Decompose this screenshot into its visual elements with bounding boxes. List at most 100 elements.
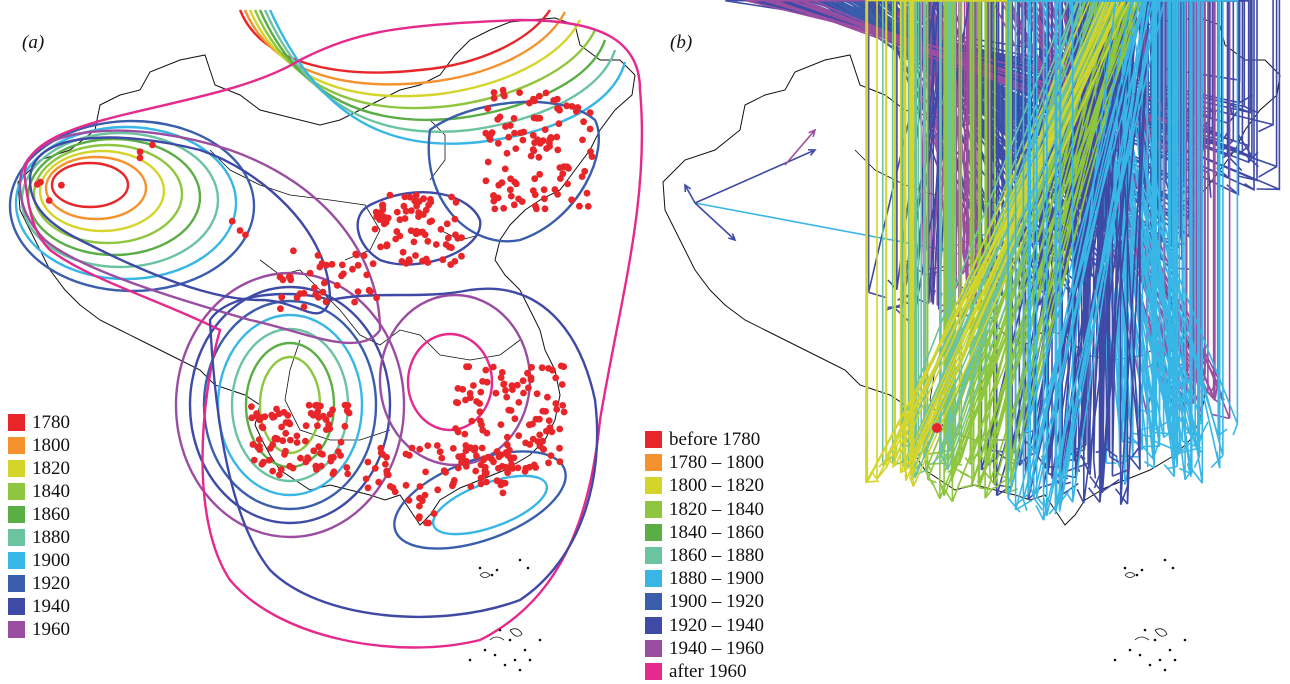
panel_b-legend-item: 1920 – 1940	[645, 614, 764, 637]
origin-marker	[932, 423, 942, 433]
occurrence-point	[136, 148, 144, 156]
occurrence-point	[580, 118, 587, 126]
island-dot	[1113, 658, 1117, 662]
occurrence-point	[412, 252, 419, 259]
occurrence-point	[399, 248, 407, 256]
occurrence-point	[467, 483, 475, 490]
occurrence-point	[424, 237, 432, 245]
occurrence-point	[503, 393, 511, 401]
occurrence-point	[552, 374, 560, 382]
occurrence-point	[377, 243, 384, 251]
island-dot	[495, 568, 499, 572]
spread-arrow	[757, 0, 1252, 114]
occurrence-point	[500, 204, 508, 212]
occurrence-point	[495, 181, 503, 189]
occurrence-point	[327, 457, 335, 465]
occurrence-point	[333, 282, 341, 289]
occurrence-point	[568, 196, 575, 204]
occurrence-point	[353, 251, 360, 259]
legend-label: 1800 – 1820	[669, 475, 764, 497]
occurrence-point	[450, 479, 457, 487]
occurrence-point	[440, 467, 448, 475]
occurrence-point	[287, 436, 294, 444]
occurrence-point	[541, 126, 549, 133]
occurrence-point	[242, 231, 249, 239]
occurrence-point	[502, 123, 509, 130]
occurrence-point	[267, 445, 274, 452]
occurrence-point	[258, 414, 266, 421]
occurrence-point	[482, 177, 490, 185]
occurrence-point	[541, 195, 548, 203]
occurrence-point	[568, 103, 576, 110]
panel_b-legend-item: after 1960	[645, 660, 764, 683]
occurrence-point	[526, 441, 534, 448]
occurrence-point	[275, 410, 283, 418]
occurrence-point	[268, 411, 276, 419]
spread-arrow	[940, 0, 1115, 471]
occurrence-point	[505, 406, 513, 414]
spread-arrow	[914, 0, 1121, 479]
occurrence-point	[508, 382, 516, 389]
spread-arrow	[931, 0, 1143, 500]
occurrence-point	[300, 289, 308, 297]
occurrence-point	[583, 189, 591, 197]
occurrence-point	[548, 428, 556, 436]
occurrence-point	[483, 478, 490, 486]
occurrence-point	[136, 154, 144, 162]
occurrence-point	[556, 458, 564, 466]
contour-line	[28, 136, 332, 315]
occurrence-point	[320, 279, 328, 287]
occurrence-point	[489, 363, 497, 371]
occurrence-point	[520, 389, 527, 397]
occurrence-point	[491, 205, 499, 213]
occurrence-point	[476, 408, 484, 416]
occurrence-point	[533, 114, 541, 122]
occurrence-point	[507, 192, 515, 200]
panel_a-legend-item: 1860	[8, 503, 70, 526]
occurrence-point	[391, 488, 399, 496]
occurrence-point	[444, 234, 452, 242]
occurrence-point	[323, 426, 330, 433]
spread-arrow	[1121, 0, 1192, 477]
contour-line	[188, 285, 392, 525]
occurrence-point	[412, 191, 420, 199]
occurrence-point	[416, 445, 424, 453]
contour-line	[263, 9, 617, 134]
panel_b-legend-item: 1860 – 1880	[645, 544, 764, 567]
occurrence-point	[553, 406, 561, 413]
occurrence-point	[501, 165, 509, 173]
spread-arrow	[1016, 0, 1140, 505]
legend-b: before 1780 1780 – 1800 1800 – 1820 1820 – …	[645, 428, 764, 683]
spread-arrow	[1118, 0, 1193, 475]
occurrence-point	[519, 377, 527, 385]
occurrence-point	[517, 129, 524, 137]
legend-label: 1880 – 1900	[669, 568, 764, 590]
legend-label: before 1780	[669, 429, 761, 451]
occurrence-point	[462, 396, 469, 404]
occurrence-point	[547, 134, 555, 141]
occurrence-point	[279, 276, 287, 284]
panel_b-legend-item: 1900 – 1920	[645, 590, 764, 613]
spread-arrow	[964, 0, 1110, 465]
occurrence-point	[364, 484, 372, 492]
spread-arrow	[1127, 0, 1204, 484]
occurrence-point	[527, 152, 535, 160]
occurrence-point	[500, 381, 507, 388]
island-dot	[503, 663, 507, 667]
occurrence-point	[437, 226, 445, 233]
occurrence-point	[337, 452, 344, 459]
island-dot	[1143, 628, 1147, 632]
occurrence-point	[459, 386, 467, 393]
occurrence-point	[452, 198, 460, 206]
panel_b-legend-item: before 1780	[645, 428, 764, 451]
occurrence-point	[522, 464, 530, 472]
legend-a: 1780 1800 1820 1840 1860 1880 1900 1920 1940 1960	[8, 411, 70, 641]
island-dot	[478, 566, 482, 570]
occurrence-point	[341, 422, 349, 430]
occurrence-point	[425, 201, 432, 209]
panel_b-legend-item: 1840 – 1860	[645, 521, 764, 544]
spread-arrow	[1087, 0, 1148, 503]
panel_a-legend-item: 1880	[8, 526, 70, 549]
occurrence-point	[551, 186, 559, 193]
legend-label: 1820 – 1840	[669, 498, 764, 520]
